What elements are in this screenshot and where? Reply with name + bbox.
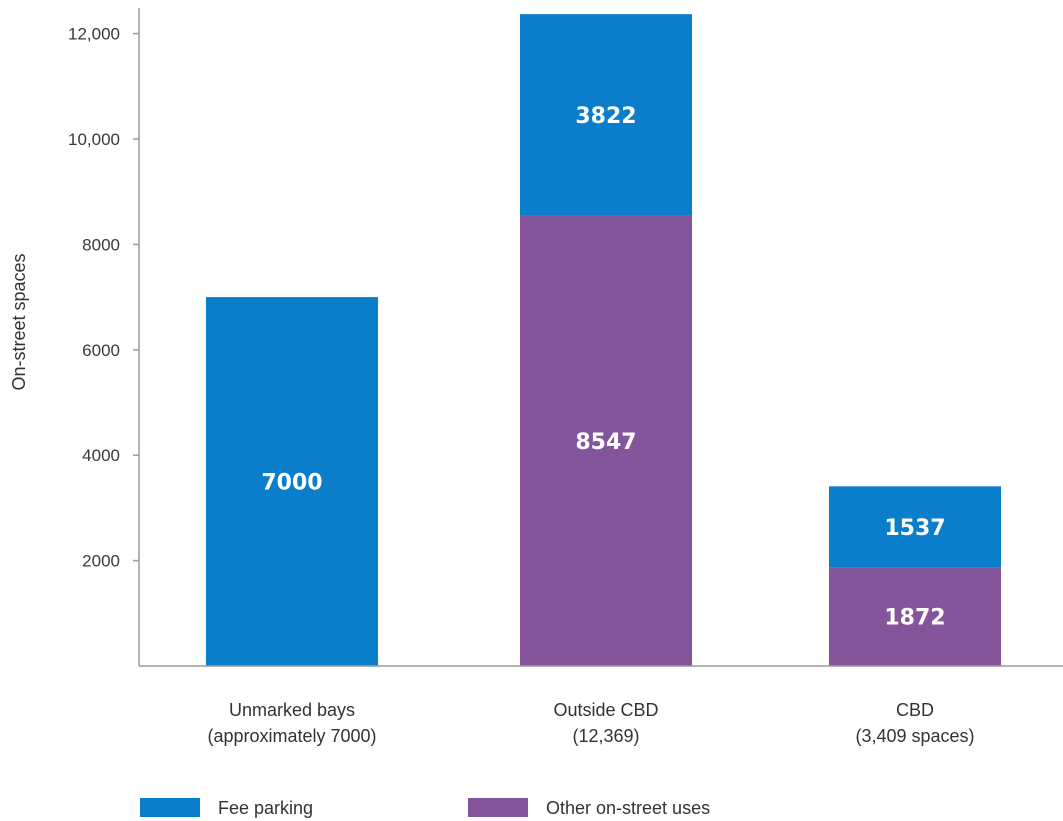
bar-segment [829, 486, 1001, 568]
y-ticks-group: 2000 4000 6000 8000 10,000 12,000 [68, 25, 139, 571]
bar-segment [206, 297, 378, 666]
x-labels-group: Unmarked bays (approximately 7000) Outside… [207, 700, 974, 746]
legend-label: Other on-street uses [546, 798, 710, 818]
x-category-label: Unmarked bays [229, 700, 355, 720]
bar-segment [520, 215, 692, 666]
bar-segment [520, 14, 692, 216]
x-category-label: (approximately 7000) [207, 726, 376, 746]
bar-value-label: 1872 [884, 606, 945, 631]
y-tick-label: 6000 [82, 341, 120, 360]
x-category-label: (12,369) [572, 726, 639, 746]
y-tick-label: 4000 [82, 446, 120, 465]
y-tick-label: 12,000 [68, 25, 120, 44]
bar-value-label: 8547 [575, 430, 636, 455]
bars-group [206, 14, 1001, 666]
legend: Fee parking Other on-street uses [140, 798, 710, 818]
legend-swatch [140, 798, 200, 817]
legend-swatch [468, 798, 528, 817]
bar-segment [829, 567, 1001, 666]
bar-value-label: 7000 [261, 471, 322, 496]
y-axis-label: On-street spaces [9, 253, 29, 390]
y-tick-label: 10,000 [68, 130, 120, 149]
bar-value-label: 1537 [884, 516, 945, 541]
bar-labels-group: 7000 8547 3822 1872 1537 [261, 104, 945, 631]
y-tick-label: 8000 [82, 235, 120, 254]
y-tick-label: 2000 [82, 552, 120, 571]
legend-label: Fee parking [218, 798, 313, 818]
x-category-label: Outside CBD [553, 700, 658, 720]
bar-value-label: 3822 [575, 104, 636, 129]
x-category-label: CBD [896, 700, 934, 720]
x-category-label: (3,409 spaces) [855, 726, 974, 746]
